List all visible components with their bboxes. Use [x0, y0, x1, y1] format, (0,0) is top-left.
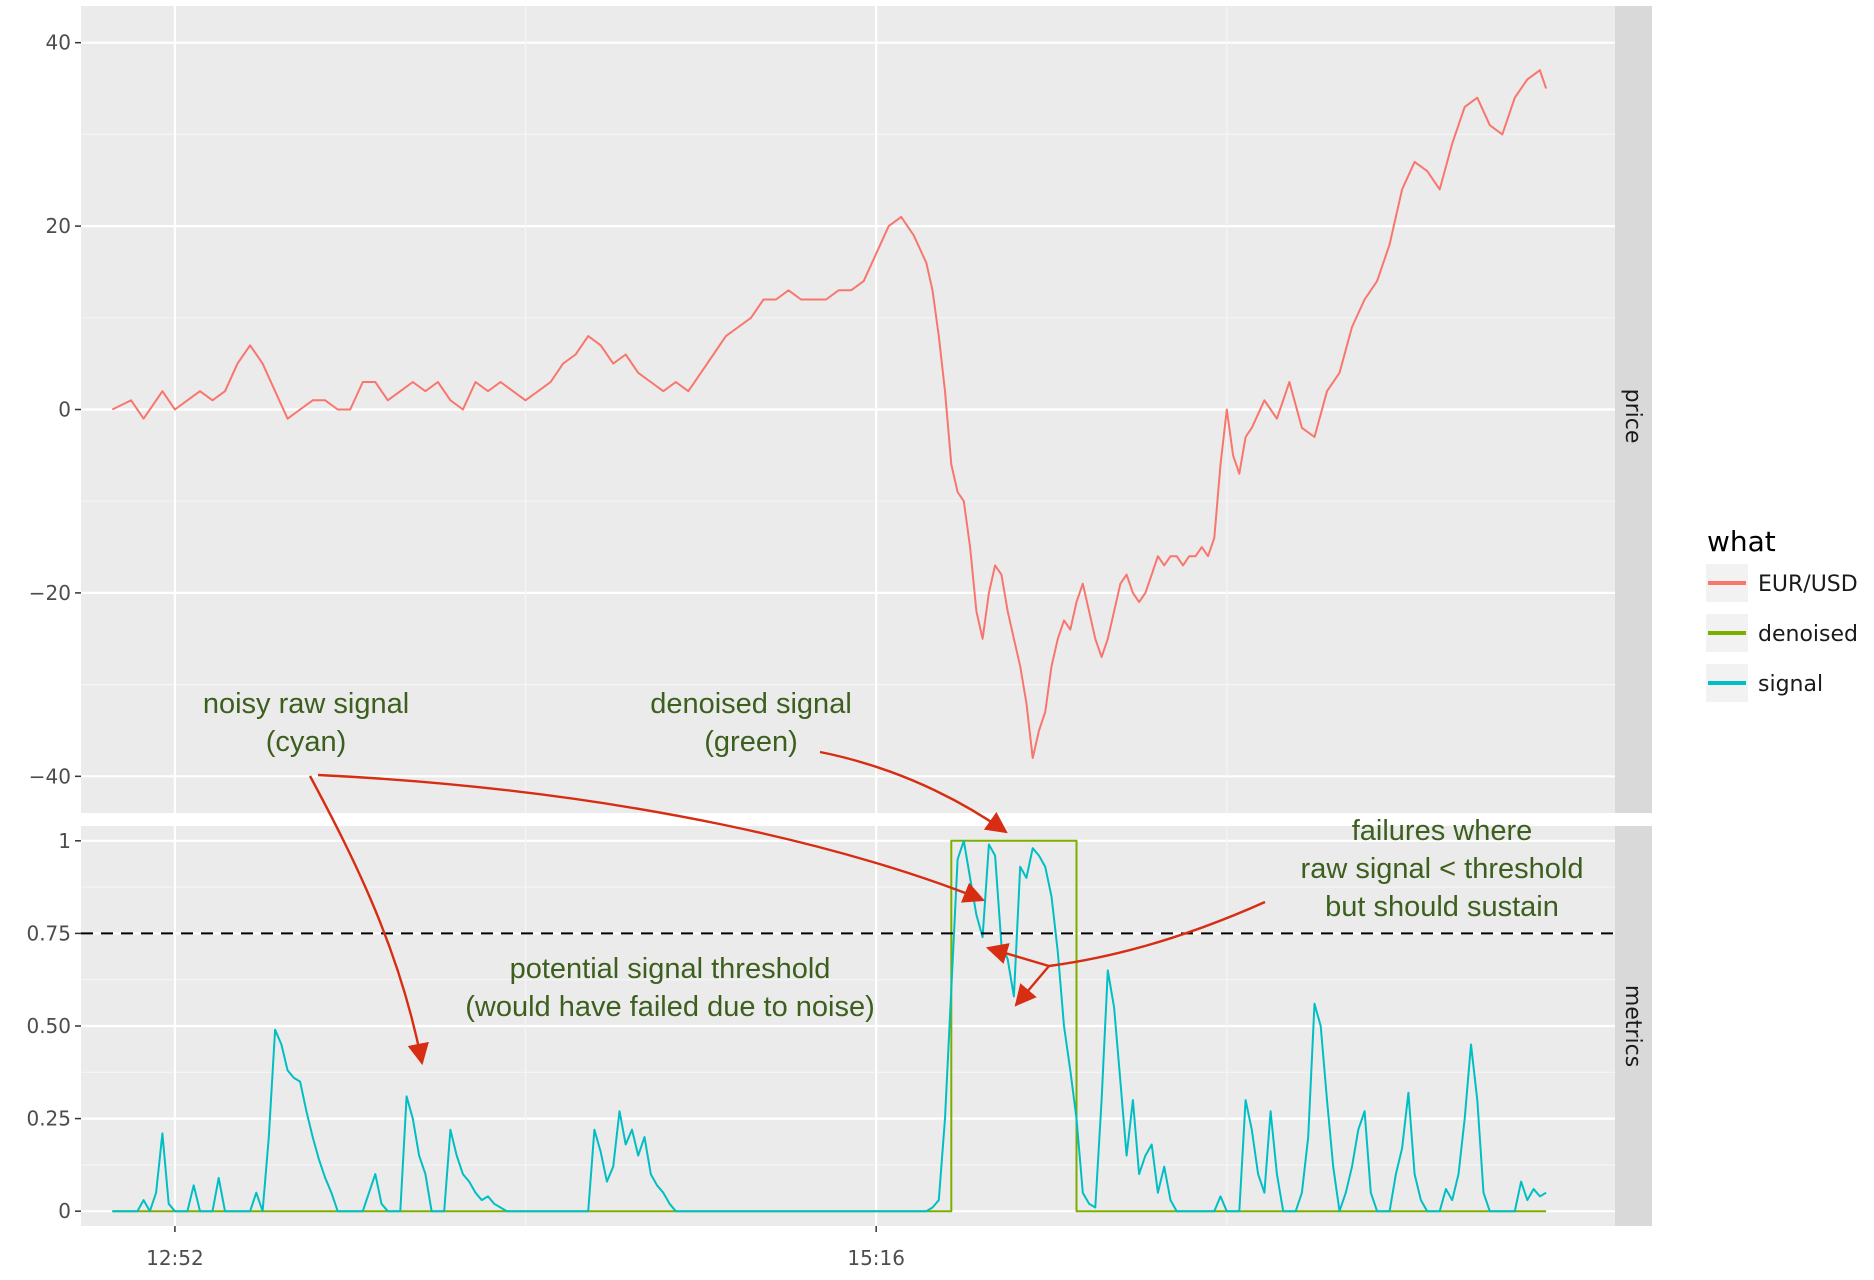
legend-title: what: [1707, 525, 1776, 558]
grid-layer: [81, 6, 1615, 1226]
series-layer: [81, 69, 1615, 1213]
price-y-tick-label: 0: [58, 398, 71, 422]
metrics-y-tick-label: 0.25: [26, 1107, 71, 1131]
annotation-denoised: denoised signal (green): [650, 688, 852, 758]
annotation-arrow: [308, 775, 429, 1066]
annotation-failures: failures where raw signal < threshold but …: [1301, 815, 1584, 923]
axis-layer: −40 −20 0 20 40 0 0.25 0.50 0.75 1 12:52 15:16: [26, 31, 905, 1270]
legend-entries: EUR/USD denoised signal: [1706, 564, 1858, 702]
annotation-threshold: potential signal threshold (would have fa…: [465, 953, 874, 1023]
price-y-tick-label: −20: [29, 581, 71, 605]
legend-label: denoised: [1758, 622, 1858, 647]
legend-label: EUR/USD: [1758, 572, 1858, 597]
annotation-noisy: noisy raw signal (cyan): [203, 688, 409, 758]
metrics-y-tick-label: 0.50: [26, 1014, 71, 1038]
metrics-strip: [1615, 826, 1652, 1226]
price-y-tick-label: 20: [46, 214, 71, 238]
price-strip: [1615, 6, 1652, 813]
annotation-arrow: [1014, 965, 1050, 1007]
legend-label: signal: [1758, 672, 1823, 697]
annotations: noisy raw signal (cyan) denoised signal (gr…: [203, 688, 1584, 1066]
annotation-arrow: [985, 900, 1266, 968]
metrics-y-tick-label: 0.75: [26, 921, 71, 945]
price-y-tick-label: 40: [46, 31, 71, 55]
metrics-y-tick-label: 0: [58, 1199, 71, 1223]
annotation-arrow: [819, 750, 1008, 834]
x-tick-label: 15:16: [847, 1246, 905, 1270]
price-strip-label: price: [1620, 389, 1645, 444]
metrics-y-tick-label: 1: [58, 829, 71, 853]
metrics-strip-label: metrics: [1620, 985, 1645, 1067]
series-line-eur-usd: [111, 69, 1548, 759]
annotation-arrow: [317, 773, 986, 903]
legend: what EUR/USD denoised signal: [1706, 525, 1858, 702]
x-tick-label: 12:52: [146, 1246, 204, 1270]
price-y-tick-label: −40: [29, 764, 71, 788]
series-line-signal: [112, 839, 1547, 1213]
